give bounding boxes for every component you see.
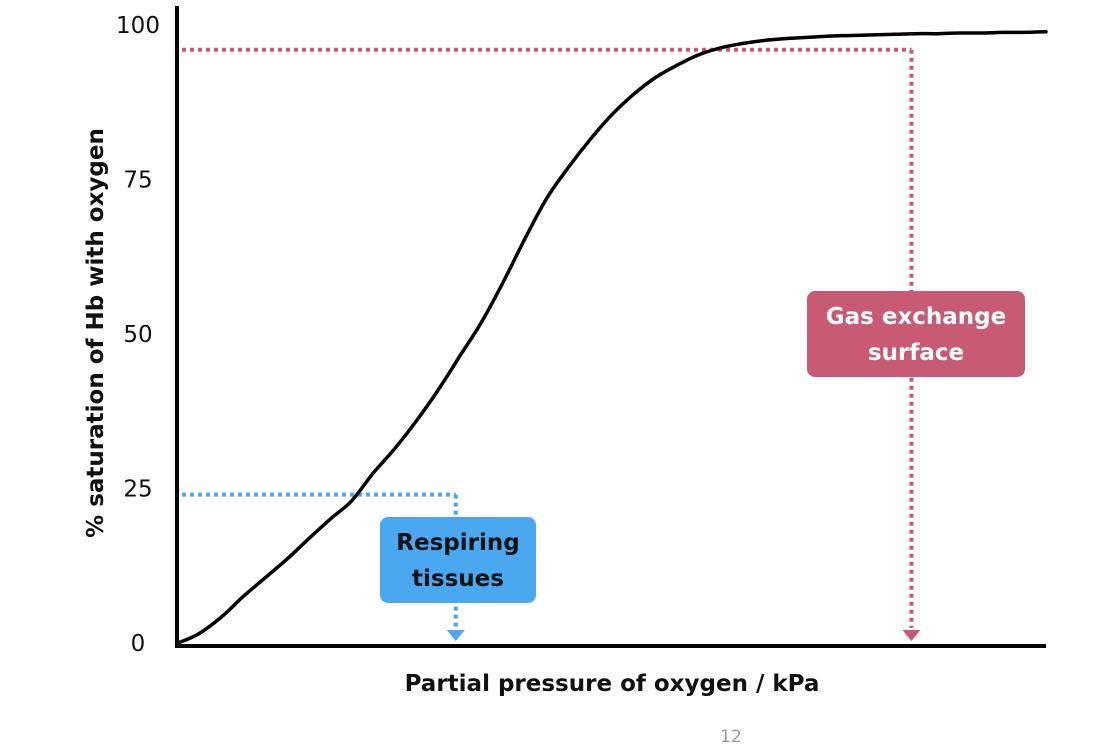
gas-exchange-surface-callout-text-1: surface [868, 340, 964, 366]
y-tick-label-25: 25 [123, 477, 152, 503]
y-tick-labels: 0 25 50 75 100 [116, 13, 160, 657]
y-tick-label-75: 75 [123, 168, 152, 194]
curve-layer [176, 30, 1048, 645]
gas-exchange-surface-arrowhead-icon [902, 630, 921, 641]
gas-exchange-surface-callout: Gas exchange surface [807, 291, 1025, 377]
y-tick-label-0: 0 [131, 631, 146, 657]
page-number: 12 [720, 727, 742, 744]
respiring-tissues-callout-text-0: Respiring [396, 530, 519, 556]
axes [175, 6, 1046, 648]
x-axis-title: Partial pressure of oxygen / kPa [405, 671, 820, 697]
respiring-tissues-callout: Respiring tissues [380, 517, 536, 603]
y-tick-label-50: 50 [123, 322, 152, 348]
gas-exchange-surface-callout-text-0: Gas exchange [826, 304, 1007, 330]
respiring-tissues-callout-box [380, 517, 536, 603]
y-tick-label-100: 100 [116, 13, 160, 39]
saturation-curve [176, 30, 1048, 645]
respiring-tissues-callout-text-1: tissues [412, 566, 504, 592]
respiring-tissues-arrowhead-icon [446, 630, 465, 641]
annotation-callouts: Respiring tissues Gas exchange surface [380, 291, 1025, 603]
gas-exchange-surface-callout-box [807, 291, 1025, 377]
y-axis-title: % saturation of Hb with oxygen [83, 128, 109, 538]
